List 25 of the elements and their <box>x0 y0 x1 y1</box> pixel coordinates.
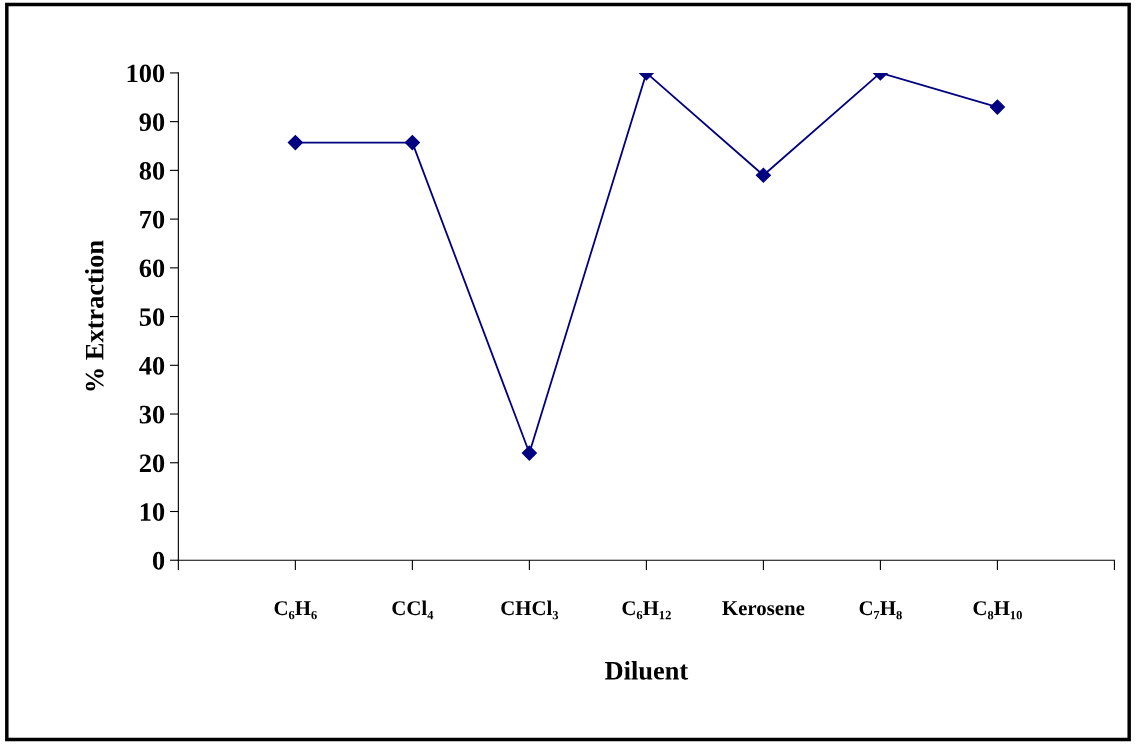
y-tick-label: 90 <box>139 113 165 132</box>
x-axis-title: Diluent <box>605 661 689 680</box>
y-tick-label: 0 <box>152 551 165 570</box>
y-tick-label: 100 <box>127 64 165 83</box>
point <box>989 99 1005 115</box>
y-tick-label: 70 <box>140 210 165 229</box>
x-tick-label: CHCl₃ <box>501 600 559 620</box>
y-tick-label: 60 <box>139 259 165 278</box>
y-tick-label: 50 <box>139 308 165 326</box>
x-tick-label: C₆H₁₂ <box>622 601 671 620</box>
x-tick-label: CCl₄ <box>392 600 434 620</box>
y-tick-label: 20 <box>139 454 165 473</box>
x-tick-label: Kerosene <box>722 601 805 616</box>
y-tick-label: 30 <box>139 405 165 424</box>
y-tick-label: 40 <box>139 356 165 375</box>
x-tick-label: C₆H₆ <box>274 601 317 620</box>
point <box>755 167 771 183</box>
y-tick-label: 80 <box>139 161 165 180</box>
y-tick-label: 10 <box>140 503 165 521</box>
x-tick-label: C₈H₁₀ <box>973 601 1022 620</box>
y-axis-title: % Extraction <box>84 240 104 391</box>
x-tick-label: C₇H₈ <box>859 601 902 620</box>
point <box>287 135 303 151</box>
point <box>404 135 420 151</box>
point <box>521 445 537 461</box>
